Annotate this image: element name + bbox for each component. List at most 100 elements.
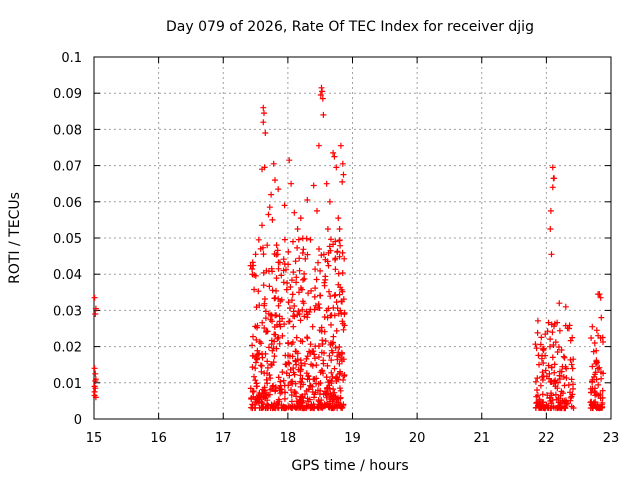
- data-point: [279, 332, 286, 339]
- data-point: [251, 373, 257, 380]
- data-point: [323, 180, 330, 187]
- data-point: [272, 295, 279, 301]
- data-point: [91, 294, 98, 301]
- data-point: [257, 362, 264, 369]
- data-point: [332, 255, 339, 262]
- data-point: [274, 322, 280, 328]
- data-point: [282, 404, 288, 410]
- data-point: [270, 160, 277, 167]
- data-point: [548, 364, 555, 371]
- data-point: [534, 375, 541, 382]
- data-point: [270, 382, 277, 389]
- data-point: [277, 382, 284, 389]
- data-point: [253, 304, 260, 311]
- data-point: [326, 243, 333, 250]
- data-point: [285, 382, 292, 389]
- data-point: [551, 378, 558, 385]
- data-point: [285, 299, 292, 306]
- data-point: [285, 340, 292, 347]
- data-point: [279, 369, 286, 376]
- data-point: [340, 326, 347, 333]
- data-point: [315, 404, 322, 411]
- data-point: [539, 391, 546, 398]
- data-point: [326, 352, 333, 359]
- data-point: [588, 335, 595, 341]
- data-point: [328, 378, 335, 385]
- data-point: [296, 289, 302, 296]
- data-point: [326, 398, 333, 405]
- data-point: [286, 360, 293, 367]
- data-point: [259, 166, 265, 173]
- data-point: [313, 276, 320, 283]
- data-point: [568, 361, 575, 368]
- data-point: [297, 357, 304, 364]
- data-point: [570, 385, 576, 392]
- data-point: [258, 368, 265, 375]
- data-point: [556, 327, 563, 334]
- data-point: [544, 392, 551, 399]
- data-points: [91, 84, 607, 412]
- data-point: [326, 198, 333, 205]
- data-point: [547, 226, 554, 232]
- data-point: [291, 303, 298, 309]
- data-point: [561, 354, 568, 361]
- data-point: [551, 369, 558, 376]
- data-point: [539, 369, 546, 376]
- data-point: [549, 164, 556, 171]
- data-point: [554, 385, 561, 392]
- data-point: [540, 360, 547, 366]
- data-point: [309, 362, 316, 369]
- data-point: [339, 178, 346, 185]
- data-point: [563, 365, 570, 372]
- x-tick-label: 16: [150, 431, 167, 446]
- data-point: [318, 328, 325, 335]
- data-point: [272, 331, 279, 338]
- data-point: [92, 385, 99, 392]
- data-point: [596, 364, 603, 371]
- data-point: [267, 386, 274, 393]
- data-point: [292, 358, 299, 365]
- data-point: [554, 404, 561, 411]
- data-point: [92, 370, 99, 377]
- data-point: [303, 355, 310, 362]
- data-point: [277, 298, 284, 305]
- data-point: [307, 341, 314, 348]
- data-point: [316, 246, 322, 252]
- data-point: [309, 389, 316, 395]
- x-tick-label: 18: [280, 431, 297, 446]
- y-tick-label: 0.01: [53, 377, 82, 392]
- data-point: [272, 387, 279, 394]
- data-point: [546, 375, 552, 382]
- chart-title: Day 079 of 2026, Rate Of TEC Index for r…: [166, 19, 534, 35]
- data-point: [312, 355, 318, 362]
- data-point: [532, 378, 539, 385]
- data-point: [328, 357, 335, 364]
- data-point: [320, 360, 327, 367]
- data-point: [330, 333, 337, 340]
- data-point: [548, 400, 555, 407]
- y-axis-label: ROTI / TECUs: [7, 192, 23, 284]
- data-point: [261, 110, 267, 117]
- data-point: [558, 368, 565, 375]
- data-point: [555, 344, 562, 350]
- data-point: [341, 322, 348, 329]
- data-point: [552, 391, 559, 398]
- data-point: [253, 354, 259, 361]
- data-point: [255, 395, 262, 402]
- data-point: [278, 272, 285, 279]
- data-point: [288, 180, 295, 187]
- data-point: [298, 362, 305, 369]
- data-point: [304, 251, 311, 258]
- data-point: [300, 246, 307, 253]
- data-point: [551, 361, 558, 368]
- data-point: [336, 237, 343, 244]
- data-point: [275, 186, 282, 193]
- data-point: [561, 405, 568, 412]
- data-point: [336, 344, 343, 350]
- data-point: [597, 294, 604, 301]
- data-point: [293, 398, 300, 405]
- data-point: [339, 298, 345, 305]
- data-point: [290, 323, 297, 330]
- data-point: [336, 253, 343, 260]
- data-point: [261, 325, 268, 331]
